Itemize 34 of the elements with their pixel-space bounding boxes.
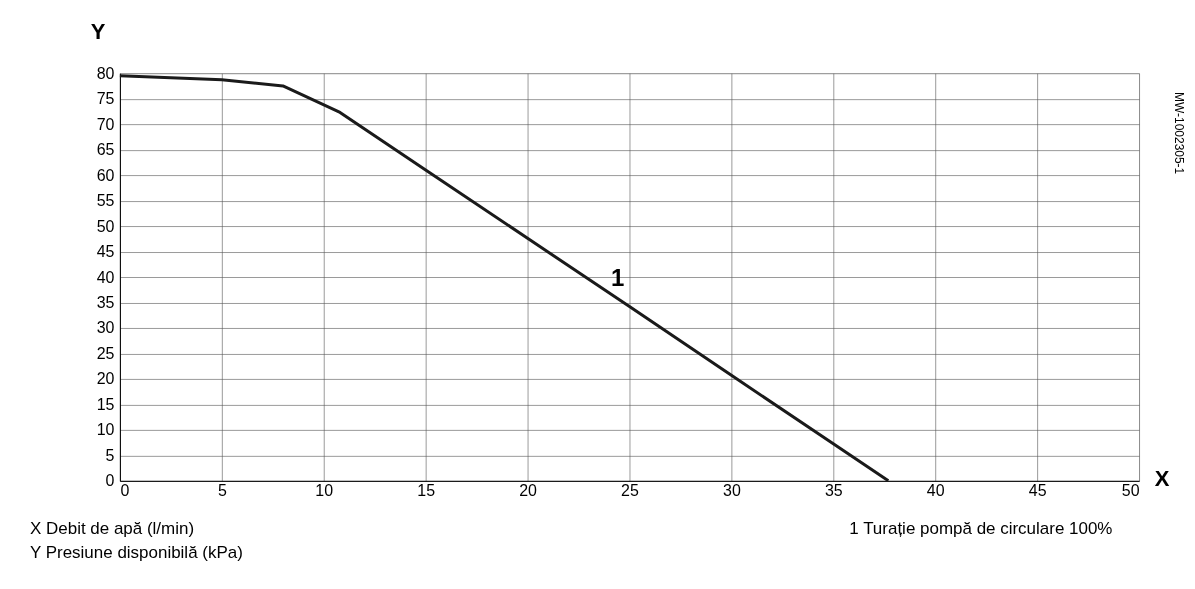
x-tick-label: 10 bbox=[315, 482, 334, 500]
text: MW-1002305-1 bbox=[1172, 91, 1187, 175]
text: 1 Turație pompă de circulare 100% bbox=[849, 518, 1113, 538]
y-tick-label: 40 bbox=[96, 268, 115, 286]
x-tick-label: 45 bbox=[1028, 482, 1047, 500]
y-tick-label: 55 bbox=[96, 192, 115, 210]
x-tick-label: 40 bbox=[926, 482, 945, 500]
y-tick-label: 15 bbox=[96, 395, 115, 413]
y-tick-label: 20 bbox=[96, 370, 115, 388]
x-tick-label: 15 bbox=[417, 482, 436, 500]
x-tick-label: 30 bbox=[723, 482, 741, 500]
text: X Debit de apă (l/min) bbox=[29, 518, 195, 538]
y-tick-label: 35 bbox=[96, 293, 115, 311]
y-tick-label: 30 bbox=[96, 319, 115, 337]
x-tick-label: 50 bbox=[1121, 482, 1140, 500]
y-tick-label: 5 bbox=[105, 446, 115, 464]
y-tick-label: 50 bbox=[96, 217, 115, 235]
y-axis-title: Y bbox=[90, 18, 106, 44]
y-tick-label: 70 bbox=[96, 115, 115, 133]
y-tick-label: 60 bbox=[96, 166, 115, 184]
y-tick-label: 65 bbox=[96, 141, 115, 159]
y-tick-label: 80 bbox=[96, 64, 115, 82]
y-tick-label: 25 bbox=[96, 344, 115, 362]
y-tick-label: 45 bbox=[96, 243, 115, 261]
text: Y Presiune disponibilă (kPa) bbox=[29, 542, 243, 562]
x-tick-label: 25 bbox=[621, 482, 639, 500]
x-tick-label: 5 bbox=[217, 482, 227, 500]
y-tick-label: 75 bbox=[96, 90, 115, 108]
x-tick-label: 0 bbox=[120, 482, 130, 500]
x-tick-label: 20 bbox=[519, 482, 538, 500]
y-tick-label: 10 bbox=[96, 421, 115, 439]
x-tick-label: 35 bbox=[824, 482, 843, 500]
annotation: 1 bbox=[611, 263, 625, 291]
x-axis-title: X bbox=[1154, 466, 1170, 492]
